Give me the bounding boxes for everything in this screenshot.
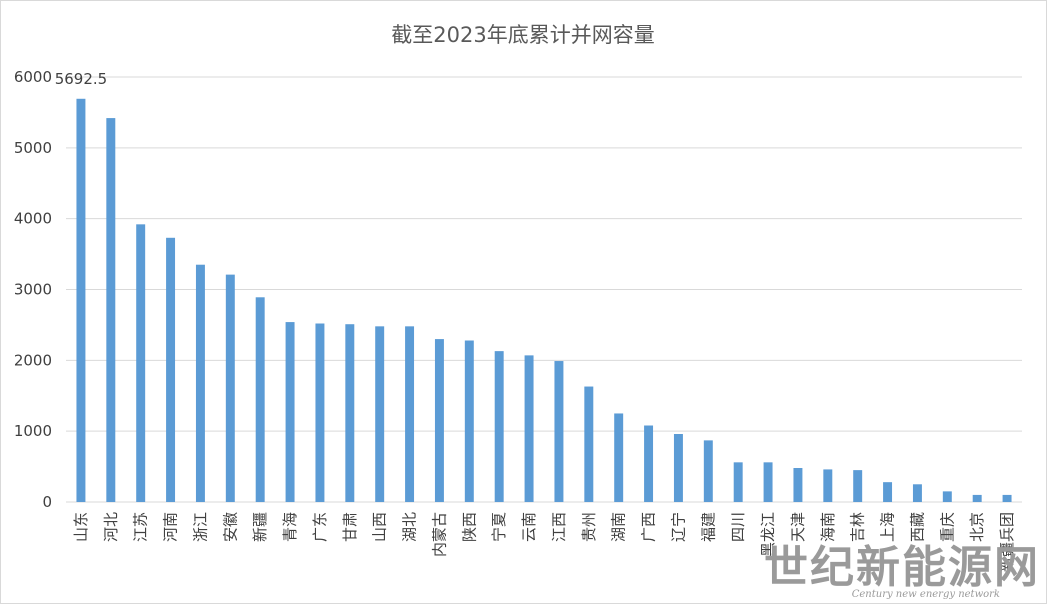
bar-山东 [76,98,86,502]
bar-广西 [644,425,654,502]
bar-云南 [524,355,534,502]
bar-广东 [315,323,325,502]
bar-福建 [703,440,713,502]
gridlines [66,76,1022,503]
y-tick-label: 1000 [14,422,52,440]
watermark: 世纪新能源网 Century new energy network [764,542,1040,600]
bar-辽宁 [673,434,683,502]
y-tick-label: 0 [42,493,52,511]
bar-四川 [733,462,743,502]
x-category-label: 湖南 [610,512,628,542]
bar-上海 [883,482,893,502]
bar-新疆兵团 [1002,494,1012,502]
data-label: 5692.5 [55,70,108,88]
x-category-label: 上海 [879,512,897,542]
x-category-label: 江西 [550,512,568,542]
x-category-label: 天津 [789,512,807,542]
x-category-label: 河北 [102,512,120,542]
bar-湖北 [405,326,415,502]
x-category-label: 陕西 [460,512,478,542]
x-axis-categories: 山东 河北 江苏 河南 浙江 安徽 新疆 青海 广东 甘肃 山西 湖北 内蒙古 陕西 宁夏 云南 江西 贵州 湖南广… [72,512,1016,572]
x-category-label: 云南 [520,512,538,542]
x-category-label: 黑龙江 [759,512,777,557]
x-category-label: 重庆 [938,512,956,542]
bar-西藏 [912,484,922,502]
bar-宁夏 [494,351,504,502]
x-category-label: 新疆兵团 [998,512,1016,572]
bar-新疆 [255,297,265,502]
bar-江西 [554,361,564,502]
x-category-label: 四川 [729,512,747,542]
x-category-label: 广西 [640,512,658,542]
bar-天津 [793,468,803,502]
x-category-label: 宁夏 [490,512,508,542]
x-category-label: 吉林 [849,512,867,542]
x-category-label: 山东 [72,512,90,542]
x-category-label: 山西 [371,512,389,542]
bars [76,98,1012,503]
y-axis-ticks: 0 1000 2000 3000 4000 5000 6000 [14,68,52,511]
data-labels: 5692.5 [55,70,108,88]
x-category-label: 福建 [699,512,717,542]
bar-北京 [972,494,982,502]
x-category-label: 青海 [281,512,299,542]
x-category-label: 江苏 [132,512,150,542]
x-category-label: 河南 [162,512,180,542]
bar-山西 [375,326,385,502]
watermark-logo-text: 世纪新能源网 [764,542,1040,593]
bar-河南 [166,237,176,502]
x-category-label: 湖北 [401,512,419,542]
watermark-subtitle: Century new energy network [852,589,1000,600]
bar-浙江 [195,264,205,502]
x-category-label: 甘肃 [341,512,359,542]
bar-黑龙江 [763,462,773,502]
bar-内蒙古 [434,339,444,502]
x-category-label: 安徽 [221,512,239,542]
x-category-label: 内蒙古 [430,512,448,557]
x-category-label: 广东 [311,512,329,542]
bar-吉林 [853,470,863,502]
y-tick-label: 2000 [14,351,52,369]
bar-青海 [285,322,295,502]
x-category-label: 辽宁 [669,512,687,542]
x-category-label: 贵州 [580,512,598,542]
bar-江苏 [136,224,146,503]
y-tick-label: 5000 [14,139,52,157]
bar-河北 [106,118,116,502]
x-category-label: 北京 [968,512,986,542]
chart-title: 截至2023年底累计并网容量 [391,23,654,47]
bar-海南 [823,469,833,502]
x-category-label: 浙江 [191,512,209,542]
bar-陕西 [464,340,474,502]
bar-安徽 [225,274,235,502]
y-tick-label: 3000 [14,281,52,299]
x-category-label: 新疆 [251,512,269,542]
bar-贵州 [584,386,594,502]
y-tick-label: 6000 [14,68,52,86]
y-tick-label: 4000 [14,210,52,228]
bar-重庆 [942,491,952,502]
x-category-label: 海南 [819,512,837,542]
x-category-label: 西藏 [908,512,926,542]
bar-湖南 [614,413,624,502]
bar-甘肃 [345,324,355,502]
